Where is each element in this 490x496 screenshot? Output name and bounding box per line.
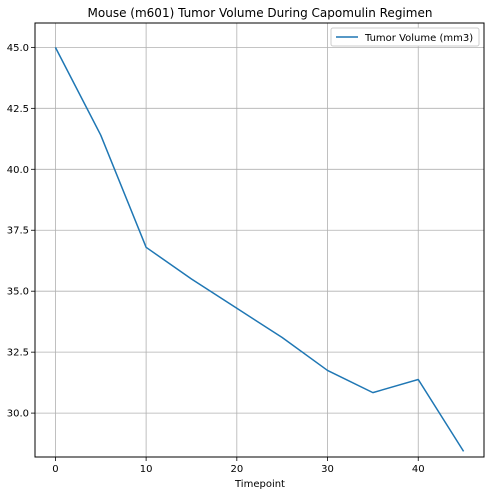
y-tick-label: 35.0 xyxy=(7,287,29,298)
y-axis-ticks: 30.0 32.5 35.0 37.5 40.0 42.5 45.0 xyxy=(7,43,35,420)
legend-label: Tumor Volume (mm3) xyxy=(364,33,473,44)
series-layer xyxy=(54,47,465,452)
x-tick-label: 10 xyxy=(140,464,153,475)
y-tick-label: 32.5 xyxy=(7,348,29,359)
series-line-tumor-volume xyxy=(54,47,465,452)
y-tick-label: 37.5 xyxy=(7,226,29,237)
x-axis-ticks: 0 10 20 30 40 xyxy=(52,457,425,475)
x-tick-label: 20 xyxy=(230,464,243,475)
chart-title: Mouse (m601) Tumor Volume During Capomul… xyxy=(88,6,433,20)
plot-frame xyxy=(34,22,485,458)
legend-box xyxy=(330,27,480,47)
x-tick-label: 30 xyxy=(321,464,334,475)
y-tick-label: 42.5 xyxy=(7,104,29,115)
grid xyxy=(35,23,484,457)
y-tick-label: 30.0 xyxy=(7,409,29,420)
x-tick-label: 0 xyxy=(52,464,58,475)
legend: Tumor Volume (mm3) xyxy=(330,27,480,47)
y-tick-label: 45.0 xyxy=(7,43,29,54)
x-axis-label: Timepoint xyxy=(234,479,285,490)
y-tick-label: 40.0 xyxy=(7,165,29,176)
x-tick-label: 40 xyxy=(412,464,425,475)
